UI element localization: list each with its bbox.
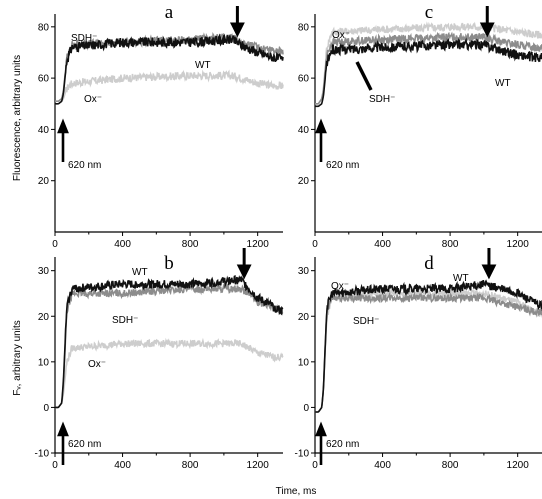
x-tick-label: 0 [52,239,58,250]
x-tick-label: 1200 [247,239,270,250]
x-tick-label: 800 [442,239,459,250]
y-tick-label: 40 [38,125,50,136]
y-tick-label: 10 [298,357,310,368]
ylabel-bottom: Fᵥ, arbitrary units [12,320,23,395]
x-tick-label: 800 [182,239,199,250]
light-off-arrow-icon [479,6,495,38]
x-tick-label: 0 [312,239,318,250]
y-tick-label: 60 [298,74,310,85]
y-tick-label: 30 [298,266,310,277]
light-off-arrow-icon [229,6,245,38]
series-annotation: SDH⁻ [369,94,395,105]
light-off-arrow-icon [236,248,252,280]
panel-letter: a [165,2,174,23]
y-tick-label: 0 [43,403,49,414]
light-on-arrow-icon [57,421,69,465]
series-annotation: SDH⁻ [112,315,138,326]
x-tick-label: 400 [374,460,391,471]
panel-letter: c [425,2,433,23]
series-annotation: Ox⁻ [84,94,102,105]
series-line-oxminus [55,69,284,105]
xlabel: Time, ms [276,486,317,497]
panel-letter: d [424,253,434,274]
y-tick-label: 20 [298,312,310,323]
series-line-oxminus [55,337,284,409]
x-tick-label: 1200 [507,460,530,471]
chart-panel-c: 0 400 800 1200 20 40 60 80 c 620 nm Ox⁻ SDH⁻ WT [298,2,542,250]
light-off-arrow-icon [481,248,497,280]
y-tick-label: 60 [38,74,50,85]
y-tick-label: 80 [38,22,50,33]
start-annotation: 620 nm [68,160,101,171]
series-line-oxminus [315,21,542,105]
start-annotation: 620 nm [68,439,101,450]
series-annotation: WT [195,60,211,71]
series-line-oxminus [315,287,542,413]
series-annotation: Ox⁻ [88,359,106,370]
ylabel-top: Fluorescence, arbitrary units [12,55,23,181]
x-tick-label: 0 [312,460,318,471]
y-tick-label: 0 [303,403,309,414]
light-on-arrow-icon [57,118,69,162]
light-on-arrow-icon [315,421,327,465]
series-annotation: SDH⁻ [353,316,379,327]
x-tick-label: 400 [114,239,131,250]
y-tick-label: 80 [298,22,310,33]
light-on-arrow-icon [315,118,327,162]
series-line-wt [315,37,542,108]
series-annotation: WT [495,78,511,89]
x-tick-label: 400 [114,460,131,471]
y-tick-label: 20 [38,312,50,323]
series-annotation: Ox⁻ [332,30,350,41]
series-line-sdhminus [315,291,542,413]
y-tick-label: 20 [38,176,50,187]
y-tick-label: 40 [298,125,310,136]
panel-letter: b [164,253,174,274]
series-line-wt [55,274,284,409]
y-tick-label: 30 [38,266,50,277]
x-tick-label: 800 [182,460,199,471]
start-annotation: 620 nm [326,160,359,171]
y-tick-label: -10 [295,449,310,460]
series-line-sdhminus [315,31,542,105]
x-tick-label: 0 [52,460,58,471]
series-annotation: SDH⁻ [71,33,97,44]
pointer-line [355,61,373,91]
series-line-wt [315,279,542,413]
y-tick-label: 20 [298,176,310,187]
series-annotation: Ox⁻ [331,281,349,292]
y-tick-label: -10 [35,449,50,460]
series-annotation: WT [132,267,148,278]
x-tick-label: 1200 [507,239,530,250]
series-line-sdhminus [55,282,284,409]
start-annotation: 620 nm [326,439,359,450]
x-tick-label: 800 [442,460,459,471]
x-tick-label: 400 [374,239,391,250]
series-annotation: WT [453,273,469,284]
y-tick-label: 10 [38,357,50,368]
x-tick-label: 1200 [247,460,270,471]
chart-panel-a: 0 400 800 1200 20 40 60 80 a 620 nm SDH⁻ WT Ox⁻ [38,2,284,250]
series-line-wt [55,33,284,105]
